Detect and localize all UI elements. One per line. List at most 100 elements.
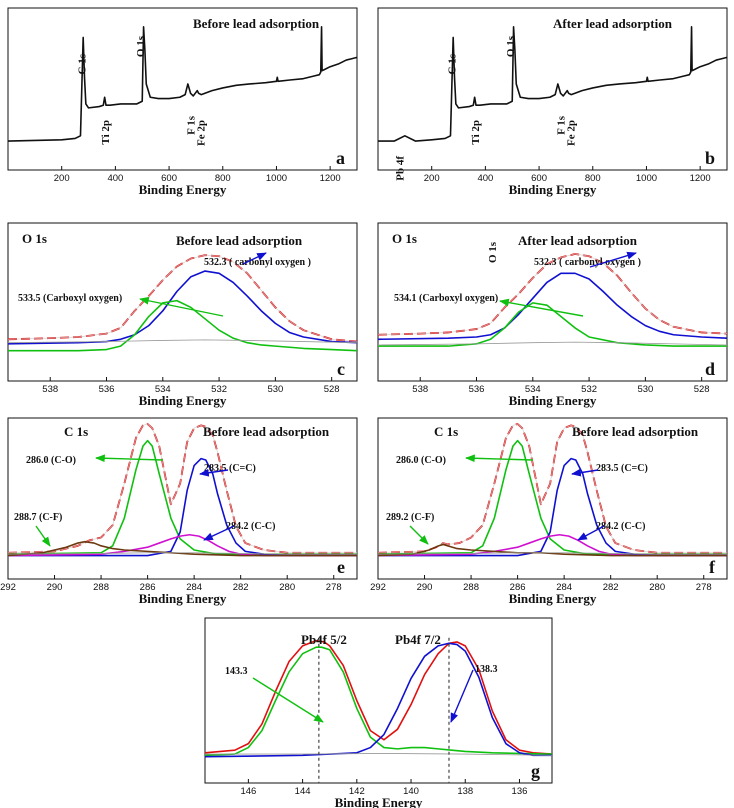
peak-annotation: Pb4f 5/2 [301,632,347,647]
peak-annotation: 532.3 ( carbonyl oxygen ) [534,257,641,268]
x-tick-label: 530 [637,384,653,395]
x-axis-label: Binding Energy [509,182,597,197]
x-tick-label: 282 [233,582,249,593]
peak-annotation: 283.5 (C=C) [204,463,256,474]
panel-letter: f [709,557,716,577]
x-tick-label: 292 [370,582,386,593]
panel-frame [7,7,358,171]
series-component-138.3 [204,642,552,758]
peak-annotation: 288.7 (C-F) [14,512,62,523]
annotation-arrow [252,677,324,723]
peak-label: F 1s [555,115,567,135]
region-label: O 1s [22,231,47,246]
peak-label: O 1s [505,35,517,57]
series-component-288.7 [7,540,357,557]
x-tick-label: 532 [211,384,227,395]
panel-letter: a [336,148,345,168]
x-tick-label: 278 [326,582,342,593]
x-tick-label: 530 [267,384,283,395]
x-tick-label: 1000 [636,173,657,184]
annotation-arrow [409,525,429,545]
peak-label: Ti 2p [100,120,112,145]
peak-annotation: 286.0 (C-O) [26,455,76,466]
x-tick-label: 146 [240,786,256,797]
peak-annotation: 138.3 [475,664,498,675]
panel-a: 200 400 600 800 1000 1200 Binding Energy a Befor… [7,7,358,197]
x-tick-label: 288 [93,582,109,593]
panel-frame [377,417,728,580]
region-label: C 1s [434,424,458,439]
peak-annotation: 284.2 (C-C) [226,521,275,532]
panel-letter: e [337,557,345,577]
panel-letter: c [337,359,345,379]
peak-label: F 1s [185,115,197,135]
x-tick-label: 200 [424,173,440,184]
x-tick-label: 286 [510,582,526,593]
annotation-arrow [35,525,51,547]
series-envelope-red [204,639,553,755]
x-tick-label: 290 [417,582,433,593]
panel-title: Before lead adsorption [572,424,699,439]
series-envelope [377,423,727,554]
x-tick-label: 136 [512,786,528,797]
peak-label: Pb 4f [394,156,406,181]
annotation-arrow [139,296,224,317]
x-tick-label: 800 [585,173,601,184]
panel-frame [7,417,358,580]
x-tick-label: 1200 [320,173,341,184]
x-axis-label: Binding Energy [509,393,597,408]
x-tick-label: 600 [161,173,177,184]
x-tick-label: 278 [696,582,712,593]
annotation-arrow [199,468,229,477]
series-background [7,339,358,344]
x-tick-label: 534 [155,384,171,395]
annotation-arrow [450,669,474,723]
series-background [7,552,357,555]
peak-annotation: 289.2 (C-F) [386,512,434,523]
peak-annotation: 533.5 (Carboxyl oxygen) [18,293,122,304]
peak-annotation: 286.0 (C-O) [396,455,446,466]
x-tick-label: 1200 [690,173,711,184]
series-background [377,552,727,555]
peak-label: Fe 2p [196,120,208,146]
panel-letter: d [705,359,715,379]
x-tick-label: 532 [581,384,597,395]
x-tick-label: 140 [403,786,419,797]
x-tick-label: 138 [457,786,473,797]
x-tick-label: 600 [531,173,547,184]
x-tick-label: 280 [649,582,665,593]
panel-c: 538 536 534 532 530 528 Binding Energy c Before … [7,222,358,408]
series-envelope-underlay [7,254,358,342]
x-tick-label: 538 [42,384,58,395]
x-tick-label: 1000 [266,173,287,184]
peak-label: C 1s [77,53,89,74]
series-component-283.5 [8,457,357,557]
panel-letter: b [705,148,715,168]
x-tick-label: 290 [47,582,63,593]
annotation-arrow [203,525,235,541]
x-tick-label: 536 [99,384,115,395]
annotation-arrow [577,525,605,541]
peak-annotation: 534.1 (Carboxyl oxygen) [394,293,498,304]
x-tick-label: 400 [107,173,123,184]
peak-annotation: 143.3 [225,666,248,677]
peak-annotation: 283.5 (C=C) [596,463,648,474]
series-component-532.3 [7,270,358,345]
panel-letter: g [531,761,540,781]
region-label: C 1s [64,424,88,439]
x-axis-label: Binding Energy [139,182,227,197]
x-axis-label: Binding Energy [139,393,227,408]
annotation-arrow [499,298,584,317]
series-envelope [7,423,357,554]
x-tick-label: 284 [556,582,572,593]
side-peak-label: O 1s [487,241,499,263]
series-envelope-underlay [377,423,727,554]
panel-frame [7,222,358,382]
panel-f: 292 290 288 286 284 282 280 278 Binding Energy f B… [370,417,728,606]
annotation-arrow [95,454,164,463]
series-survey [378,26,728,142]
x-tick-label: 534 [525,384,541,395]
annotation-arrow [571,468,599,477]
region-label: O 1s [392,231,417,246]
